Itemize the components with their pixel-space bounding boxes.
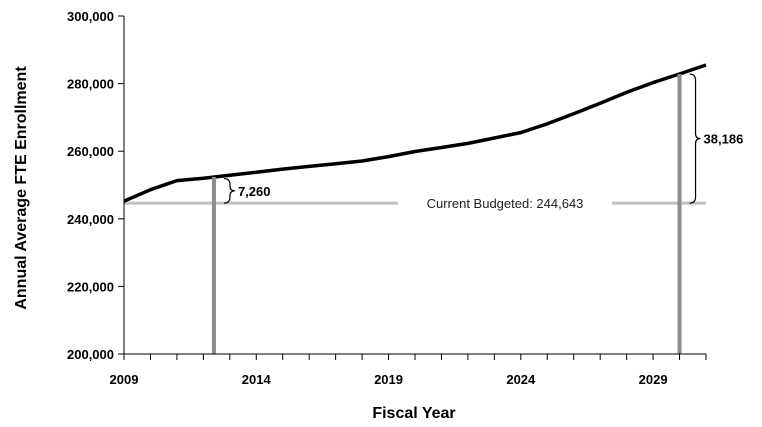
y-tick-label: 260,000 [67,144,114,159]
x-tick-label: 2019 [374,372,403,387]
x-tick-label: 2029 [639,372,668,387]
x-tick-label: 2024 [506,372,536,387]
y-tick-label: 200,000 [67,347,114,362]
y-tick-label: 300,000 [67,9,114,24]
difference-label-0: 7,260 [238,184,271,199]
marker-brace-0 [223,177,235,204]
x-tick-label: 2009 [110,372,139,387]
difference-label-1: 38,186 [704,132,744,147]
y-tick-label: 220,000 [67,279,114,294]
x-tick-label: 2014 [242,372,272,387]
y-tick-label: 280,000 [67,77,114,92]
baseline-label: Current Budgeted: 244,643 [427,196,584,211]
x-axis-title: Fiscal Year [372,405,455,422]
series-line-0 [123,63,707,203]
y-tick-label: 240,000 [67,212,114,227]
marker-brace-1 [689,73,701,204]
plot-area: Current Budgeted: 244,643 7,260 38,186 200,… [67,9,743,387]
y-axis-title: Annual Average FTE Enrollment [13,66,30,310]
